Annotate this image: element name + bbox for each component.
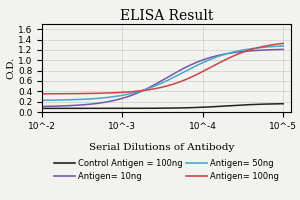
Text: Serial Dilutions of Antibody: Serial Dilutions of Antibody — [89, 142, 235, 152]
Y-axis label: O.D.: O.D. — [6, 57, 15, 79]
Legend: Control Antigen = 100ng, Antigen= 10ng, Antigen= 50ng, Antigen= 100ng: Control Antigen = 100ng, Antigen= 10ng, … — [51, 156, 282, 185]
Title: ELISA Result: ELISA Result — [120, 9, 213, 23]
